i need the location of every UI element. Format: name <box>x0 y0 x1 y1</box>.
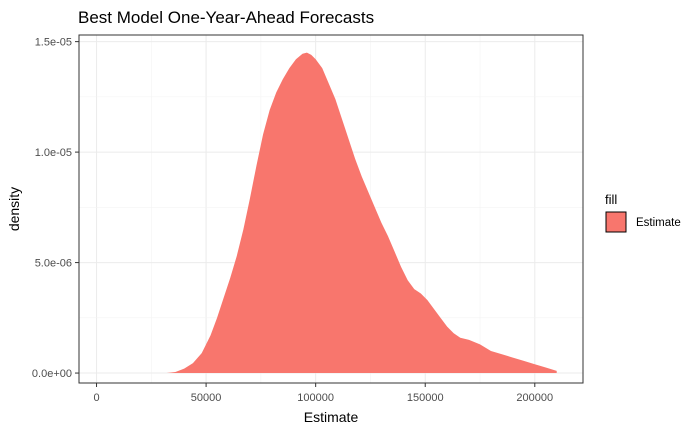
legend: fill Estimate <box>605 192 681 233</box>
x-tick-label: 200000 <box>516 392 553 404</box>
legend-key-estimate <box>605 211 627 233</box>
chart-title: Best Model One-Year-Ahead Forecasts <box>78 8 374 27</box>
y-tick-label: 5.0e-06 <box>35 258 72 270</box>
y-axis-title: density <box>6 187 22 231</box>
x-axis-title: Estimate <box>304 409 359 425</box>
x-tick-label: 150000 <box>407 392 444 404</box>
legend-title: fill <box>605 192 617 207</box>
area-layer <box>166 52 557 374</box>
x-axis: 0 50000 100000 150000 200000 <box>93 383 553 404</box>
y-tick-label: 1.5e-05 <box>35 37 72 49</box>
x-tick-label: 0 <box>93 392 99 404</box>
y-tick-label: 0.0e+00 <box>32 368 72 380</box>
density-area-estimate <box>166 52 557 374</box>
x-tick-label: 100000 <box>297 392 334 404</box>
plot-panel-border <box>78 34 584 384</box>
y-axis: 0.0e+00 5.0e-06 1.0e-05 1.5e-05 <box>32 37 79 380</box>
legend-label-estimate: Estimate <box>636 217 681 229</box>
x-tick-label: 50000 <box>191 392 222 404</box>
y-tick-label: 1.0e-05 <box>35 147 72 159</box>
